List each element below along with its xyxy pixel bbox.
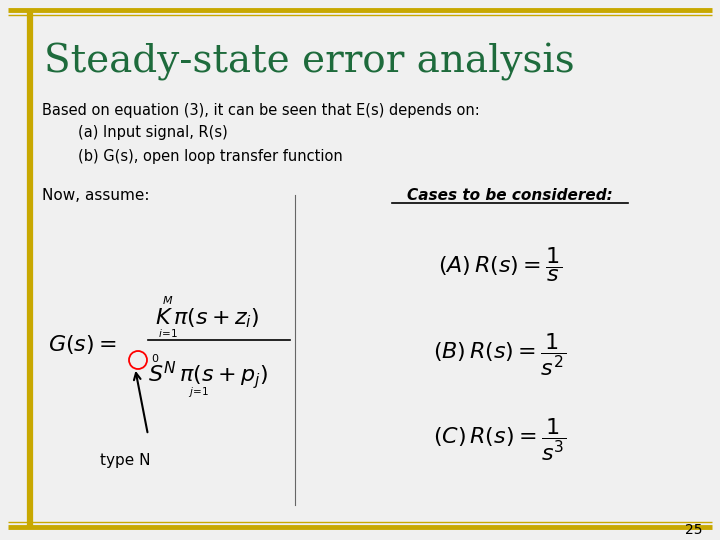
Text: $0$: $0$ — [151, 352, 159, 364]
Text: Steady-state error analysis: Steady-state error analysis — [44, 43, 575, 81]
Text: $M$: $M$ — [162, 294, 174, 306]
Text: 25: 25 — [685, 523, 703, 537]
Text: $(A)\,R(s) = \dfrac{1}{s}$: $(A)\,R(s) = \dfrac{1}{s}$ — [438, 246, 562, 285]
Text: (b) G(s), open loop transfer function: (b) G(s), open loop transfer function — [78, 148, 343, 164]
Text: Based on equation (3), it can be seen that E(s) depends on:: Based on equation (3), it can be seen th… — [42, 103, 480, 118]
Text: $S^{N}\,\pi(s+p_{j})$: $S^{N}\,\pi(s+p_{j})$ — [148, 359, 269, 391]
Text: Now, assume:: Now, assume: — [42, 187, 150, 202]
Text: $(B)\,R(s) = \dfrac{1}{s^{2}}$: $(B)\,R(s) = \dfrac{1}{s^{2}}$ — [433, 332, 567, 379]
Text: $K\,\pi(s+z_{i})$: $K\,\pi(s+z_{i})$ — [155, 306, 259, 330]
Text: $j\!=\!1$: $j\!=\!1$ — [189, 385, 210, 399]
Text: Cases to be considered:: Cases to be considered: — [407, 187, 613, 202]
Text: $G(s) = $: $G(s) = $ — [48, 334, 117, 356]
Text: type N: type N — [100, 453, 150, 468]
Text: $(C)\,R(s) = \dfrac{1}{s^{3}}$: $(C)\,R(s) = \dfrac{1}{s^{3}}$ — [433, 417, 567, 463]
Text: $i\!=\!1$: $i\!=\!1$ — [158, 327, 178, 339]
Text: (a) Input signal, R(s): (a) Input signal, R(s) — [78, 125, 228, 140]
